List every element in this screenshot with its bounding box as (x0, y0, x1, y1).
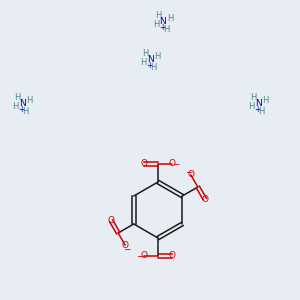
Text: H: H (22, 106, 29, 116)
Text: O: O (169, 160, 176, 169)
Text: H: H (150, 62, 157, 71)
Text: H: H (154, 52, 160, 61)
Text: O: O (201, 195, 208, 204)
Text: H: H (167, 14, 173, 23)
Text: O: O (169, 251, 176, 260)
Text: +: + (254, 105, 260, 114)
Text: +: + (18, 105, 24, 114)
Text: +: + (146, 61, 152, 70)
Text: N: N (255, 100, 261, 109)
Text: O: O (140, 160, 148, 169)
Text: H: H (12, 102, 18, 111)
Text: H: H (142, 49, 148, 58)
Text: O: O (108, 216, 115, 225)
Text: −: − (185, 167, 193, 176)
Text: −: − (136, 251, 144, 260)
Text: +: + (159, 23, 165, 32)
Text: H: H (155, 11, 161, 20)
Text: H: H (262, 96, 268, 105)
Text: H: H (14, 92, 20, 101)
Text: H: H (248, 102, 254, 111)
Text: −: − (123, 244, 131, 253)
Text: H: H (163, 25, 170, 34)
Text: N: N (160, 17, 167, 26)
Text: H: H (140, 58, 146, 67)
Text: H: H (153, 20, 159, 28)
Text: O: O (122, 241, 129, 250)
Text: H: H (26, 96, 32, 105)
Text: −: − (172, 160, 180, 169)
Text: O: O (140, 251, 148, 260)
Text: N: N (147, 56, 153, 64)
Text: N: N (19, 100, 26, 109)
Text: O: O (187, 170, 194, 179)
Text: H: H (250, 92, 256, 101)
Text: H: H (258, 106, 265, 116)
